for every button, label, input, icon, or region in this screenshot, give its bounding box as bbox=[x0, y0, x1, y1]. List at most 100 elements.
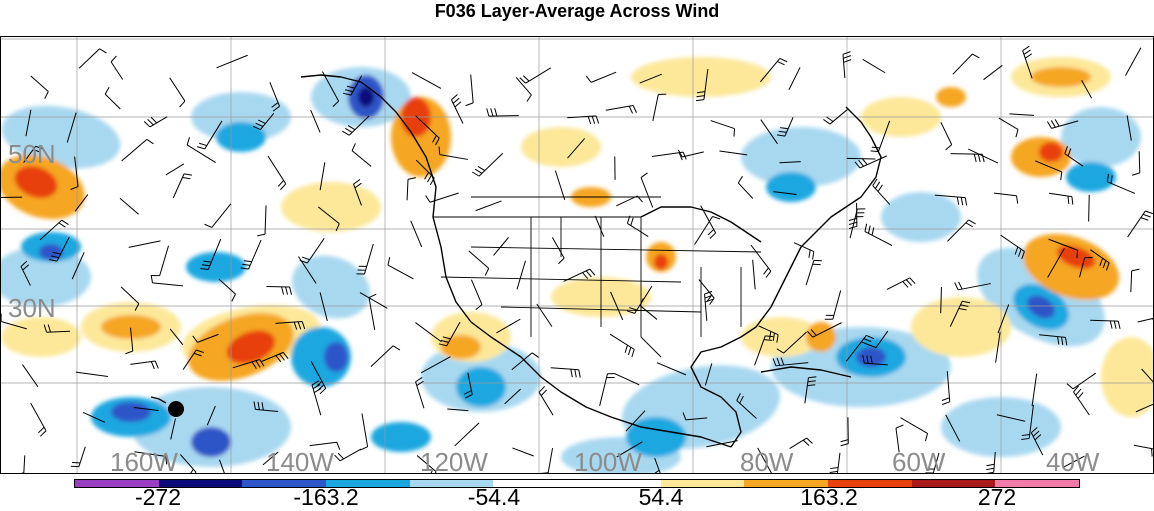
wind-barb bbox=[192, 333, 219, 343]
contour-weak-negative bbox=[881, 192, 961, 242]
contour-moderate-positive bbox=[1022, 234, 1120, 300]
lat-label-50n: 50N bbox=[8, 139, 56, 169]
station-marker bbox=[168, 401, 184, 417]
wind-barb bbox=[130, 360, 159, 370]
wind-barb bbox=[868, 330, 889, 349]
wind-barb bbox=[656, 362, 687, 376]
wind-barbs bbox=[1, 45, 1153, 473]
wind-barb bbox=[186, 137, 216, 164]
wind-barb bbox=[840, 417, 849, 447]
wind-barb bbox=[169, 328, 184, 346]
wind-barb bbox=[540, 447, 554, 473]
legend-swatch-8 bbox=[744, 480, 829, 487]
wind-barb bbox=[356, 243, 374, 275]
wind-barb bbox=[438, 321, 461, 347]
legend-label-pos-163: 163.2 bbox=[800, 484, 858, 510]
wind-barb bbox=[267, 155, 287, 191]
wind-barb bbox=[793, 242, 815, 260]
wind-barb bbox=[940, 286, 942, 314]
wind-barb bbox=[567, 115, 600, 125]
wind-barb bbox=[257, 205, 267, 237]
wind-barb bbox=[298, 256, 317, 284]
wind-barb bbox=[554, 170, 566, 201]
wind-barb bbox=[1035, 160, 1063, 180]
wind-barb bbox=[1, 313, 27, 330]
wind-barb bbox=[196, 120, 223, 150]
wind-barb bbox=[776, 117, 794, 137]
legend-label-neg-272: -272 bbox=[134, 484, 182, 510]
wind-barb bbox=[695, 69, 709, 102]
wind-barb bbox=[66, 112, 77, 143]
lon-label-80w: 80W bbox=[740, 447, 794, 477]
great-lakes-outline bbox=[640, 206, 762, 243]
wind-barb bbox=[776, 331, 807, 354]
wind-barb bbox=[465, 74, 474, 107]
wind-barb bbox=[737, 175, 754, 199]
contour-moderate-negative bbox=[766, 172, 816, 202]
west-coast-outline bbox=[340, 76, 732, 448]
map-title: F036 Layer-Average Across Wind bbox=[434, 1, 720, 21]
wind-barb bbox=[496, 318, 521, 334]
wind-barb bbox=[200, 238, 222, 270]
wind-barb bbox=[626, 215, 649, 237]
wind-barb bbox=[39, 219, 69, 241]
wind-barb bbox=[616, 195, 643, 207]
wind-barb bbox=[504, 388, 521, 405]
wind-barb bbox=[862, 355, 888, 366]
wind-barb bbox=[252, 112, 275, 131]
wind-barb bbox=[968, 148, 999, 164]
wind-barb bbox=[468, 250, 490, 276]
wind-barb bbox=[640, 172, 654, 208]
wind-barb bbox=[1066, 372, 1096, 390]
wind-barb bbox=[475, 200, 502, 212]
wind-barb bbox=[416, 455, 437, 473]
wind-barb bbox=[359, 292, 388, 309]
wind-barb bbox=[760, 119, 778, 145]
legend-label-neg-54: -54.4 bbox=[467, 484, 521, 510]
wind-barb bbox=[240, 239, 262, 270]
wind-barb bbox=[940, 122, 953, 151]
wind-barb bbox=[895, 424, 904, 453]
wind-barb bbox=[150, 274, 184, 287]
wind-barb bbox=[25, 109, 32, 137]
wind-barb bbox=[654, 457, 661, 473]
legend-swatch-9 bbox=[828, 480, 912, 487]
contour-positive bbox=[1056, 245, 1096, 269]
wind-barb bbox=[30, 402, 47, 437]
wind-barb bbox=[1022, 45, 1033, 79]
contour-weak-negative bbox=[292, 255, 370, 319]
wind-barb bbox=[120, 286, 140, 311]
wind-barb bbox=[994, 192, 1019, 204]
wind-barb bbox=[1048, 192, 1074, 205]
wind-barb bbox=[900, 417, 929, 442]
wind-barb bbox=[415, 377, 425, 409]
contour-moderate-negative bbox=[371, 422, 431, 452]
wind-barb bbox=[947, 219, 976, 242]
wind-barb bbox=[886, 277, 916, 290]
wind-barb bbox=[351, 143, 372, 167]
wind-barb bbox=[759, 57, 788, 83]
wind-barb bbox=[30, 75, 49, 99]
wind-barb bbox=[151, 245, 169, 277]
contour-weak-negative bbox=[741, 127, 861, 187]
wind-barb bbox=[1009, 113, 1035, 116]
legend-swatch-7 bbox=[660, 480, 745, 487]
wind-barb bbox=[1, 196, 23, 199]
wind-barb bbox=[216, 54, 248, 69]
wind-barb bbox=[1021, 404, 1034, 441]
contour-positive bbox=[226, 330, 276, 364]
contour-negative bbox=[324, 342, 348, 372]
contour-moderate-negative bbox=[456, 367, 506, 407]
political-boundary bbox=[500, 306, 702, 313]
wind-barb bbox=[1062, 455, 1085, 469]
legend-swatch-4 bbox=[409, 480, 494, 487]
legend-swatch-2 bbox=[242, 480, 327, 487]
wind-barb bbox=[179, 454, 197, 473]
legend-swatch-11 bbox=[995, 480, 1080, 487]
contour-weak-negative bbox=[1061, 107, 1141, 167]
wind-barb bbox=[1081, 80, 1093, 99]
wind-barb bbox=[493, 237, 509, 256]
wind-barb bbox=[410, 220, 423, 248]
wind-barb bbox=[204, 203, 232, 228]
wind-barb bbox=[311, 380, 322, 416]
